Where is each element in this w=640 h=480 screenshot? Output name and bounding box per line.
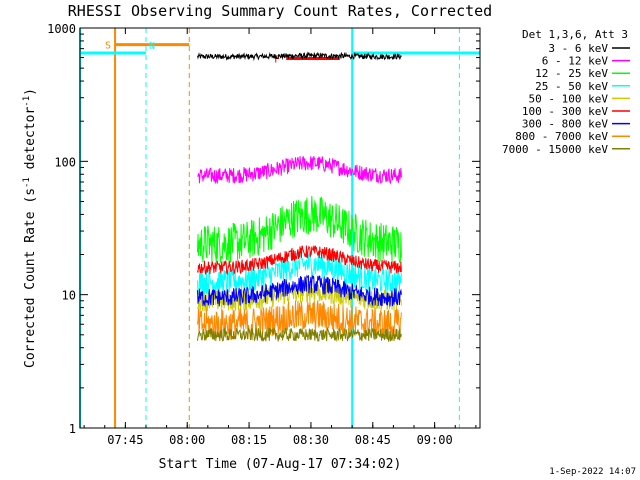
x-tick-label-5: 09:00 — [417, 433, 453, 447]
x-tick-label-1: 08:00 — [169, 433, 205, 447]
y-tick-label-0: 1 — [69, 422, 76, 436]
y-tick-label-2: 100 — [54, 155, 76, 169]
y-axis-label-sup1: -1 — [22, 177, 32, 188]
series-line-3 — [197, 251, 402, 296]
x-axis-label: Start Time (07-Aug-17 07:34:02) — [159, 457, 402, 472]
night-label: N — [149, 41, 155, 52]
legend-label-2: 12 - 25 keV — [535, 67, 608, 80]
series-line-6 — [197, 274, 402, 308]
legend-label-8: 7000 - 15000 keV — [502, 143, 608, 156]
y-axis-label-main: Corrected Count Rate (s — [23, 188, 38, 368]
legend-label-0: 3 - 6 keV — [548, 42, 608, 55]
flare-label: F — [274, 55, 280, 66]
x-tick-label-4: 08:45 — [355, 433, 391, 447]
series-line-5 — [197, 245, 402, 276]
y-axis-label-mid: detector — [23, 107, 38, 178]
x-tick-label-2: 08:15 — [231, 433, 267, 447]
saa-label: S — [105, 41, 111, 52]
legend-label-5: 100 - 300 keV — [522, 105, 608, 118]
legend-label-6: 300 - 800 keV — [522, 118, 608, 131]
plot-layer: S N F 07:45 08:00 08:15 08:30 08:45 09:00 1 10 100 1… — [47, 22, 480, 447]
legend-header: Det 1,3,6, Att 3 — [522, 28, 628, 41]
series-line-2 — [197, 195, 402, 265]
plot-frame — [79, 27, 481, 429]
y-axis-label-sup2: -1 — [22, 96, 32, 107]
legend-label-1: 6 - 12 keV — [542, 55, 609, 68]
x-tick-label-3: 08:30 — [293, 433, 329, 447]
legend-label-4: 50 - 100 keV — [529, 92, 609, 105]
legend-label-3: 25 - 50 keV — [535, 80, 608, 93]
chart-title: RHESSI Observing Summary Count Rates, Co… — [68, 2, 492, 20]
series-line-1 — [197, 156, 402, 185]
y-tick-label-3: 1000 — [47, 22, 76, 36]
y-axis-label-end: ) — [23, 88, 38, 96]
y-tick-label-1: 10 — [62, 289, 76, 303]
y-axis-label: Corrected Count Rate (s-1 detector-1) — [22, 88, 38, 368]
legend-label-7: 800 - 7000 keV — [515, 130, 608, 143]
footer-timestamp: 1-Sep-2022 14:07 — [549, 467, 636, 477]
x-tick-label-0: 07:45 — [107, 433, 143, 447]
series-line-8 — [197, 326, 402, 343]
series-line-0 — [197, 51, 402, 62]
